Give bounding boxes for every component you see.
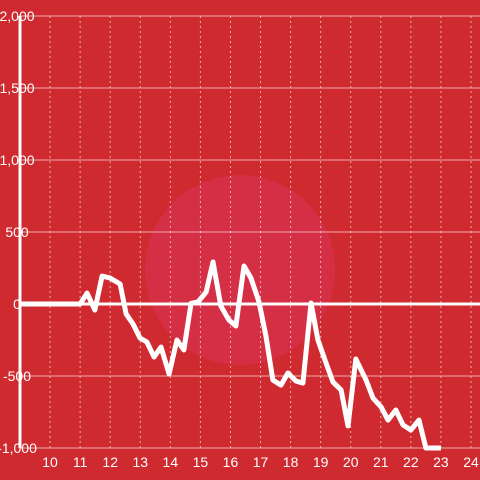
- y-tick-label: 500: [5, 224, 29, 240]
- x-tick-label: 15: [193, 454, 209, 470]
- y-tick-label: 1,500: [0, 80, 35, 96]
- x-tick-label: 20: [343, 454, 359, 470]
- y-tick-label: 1,000: [0, 152, 35, 168]
- x-tick-label: 10: [42, 454, 58, 470]
- x-tick-label: 14: [163, 454, 179, 470]
- x-tick-label: 22: [403, 454, 419, 470]
- x-tick-label: 16: [223, 454, 239, 470]
- line: [20, 259, 441, 451]
- x-tick-label: 19: [313, 454, 329, 470]
- watermark: [145, 175, 335, 365]
- y-tick-label: -500: [3, 368, 31, 384]
- y-tick-label: 2,000: [0, 8, 35, 24]
- x-tick-label: 13: [132, 454, 148, 470]
- x-tick-label: 12: [102, 454, 118, 470]
- x-tick-label: 21: [373, 454, 389, 470]
- x-tick-label: 23: [433, 454, 449, 470]
- x-tick-label: 17: [253, 454, 269, 470]
- x-tick-label: 18: [283, 454, 299, 470]
- x-tick-label: 11: [73, 454, 88, 470]
- x-tick-label: 24: [463, 454, 479, 470]
- y-tick-label: 0: [13, 296, 21, 312]
